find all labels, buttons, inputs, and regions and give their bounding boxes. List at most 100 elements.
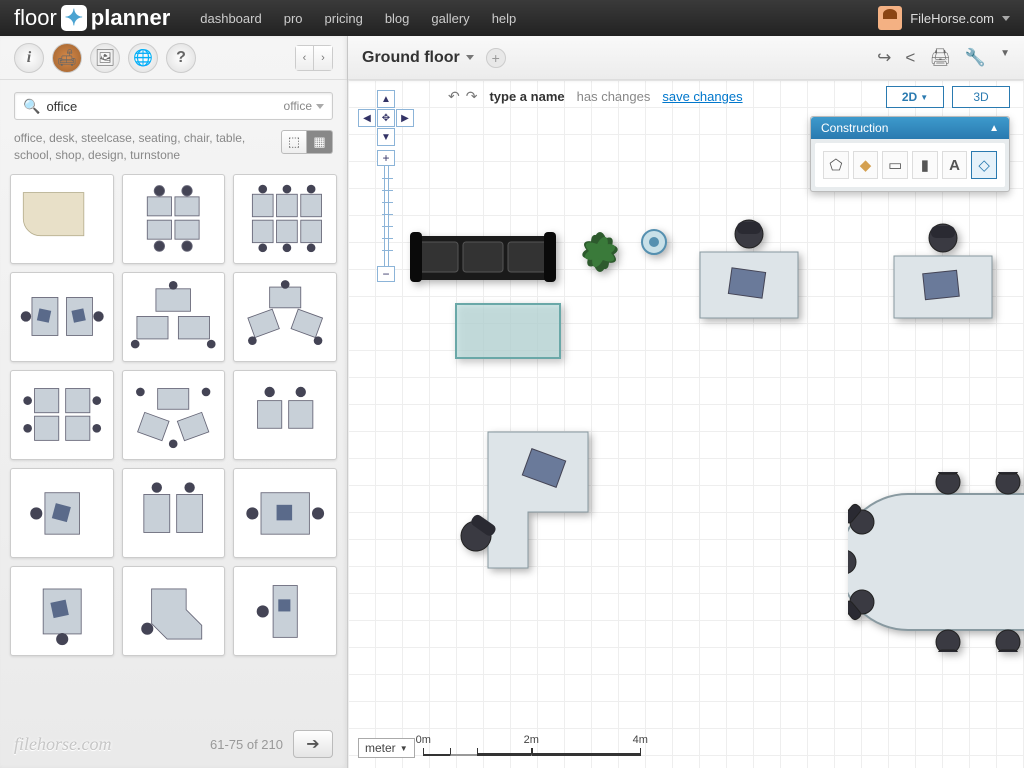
furniture-button[interactable]: 🛋 [52, 43, 82, 73]
nav-gallery[interactable]: gallery [431, 11, 469, 26]
floor-selector[interactable]: Ground floor [362, 49, 474, 67]
avatar-icon [878, 6, 902, 30]
export-icon[interactable]: ↪ [877, 48, 891, 68]
view-3d-button[interactable]: 3D [952, 86, 1010, 108]
pan-right-button[interactable]: ▶ [396, 109, 414, 127]
library-item[interactable] [122, 174, 226, 264]
status-bar: ↶ ↷ type a name has changes save changes [448, 88, 743, 105]
help-button[interactable]: ? [166, 43, 196, 73]
library-item[interactable] [10, 566, 114, 656]
chevron-down-icon [466, 55, 474, 60]
sidebar-collapse: ‹ › [295, 45, 333, 71]
library-item[interactable] [10, 370, 114, 460]
canvas-item-desk[interactable] [448, 426, 598, 579]
scale-ruler: meter ▼ 0m 2m 4m [358, 738, 641, 758]
filter-label: office [284, 99, 312, 113]
construction-title: Construction [821, 121, 888, 135]
info-button[interactable]: i [14, 43, 44, 73]
floor-name-label: Ground floor [362, 49, 460, 67]
save-link[interactable]: save changes [662, 89, 742, 104]
canvas-area: Ground floor + ↪ < 🖨 🔧 ▼ ▲ ◀✥▶ ▼ [348, 36, 1024, 768]
canvas-item-table[interactable] [454, 302, 562, 363]
logo-icon: ✦ [61, 5, 87, 31]
unit-dropdown[interactable]: meter ▼ [358, 738, 415, 758]
door-tool[interactable]: ▮ [912, 151, 938, 179]
pan-down-button[interactable]: ▼ [377, 128, 395, 146]
floor-canvas[interactable]: ▲ ◀✥▶ ▼ + − ↶ ↷ type a name [348, 80, 1024, 768]
photos-button[interactable]: 🖼 [90, 43, 120, 73]
zoom-in-button[interactable]: + [377, 150, 395, 166]
globe-button[interactable]: 🌐 [128, 43, 158, 73]
canvas-item-sofa[interactable] [408, 230, 558, 288]
redo-button[interactable]: ↷ [466, 88, 478, 105]
chevron-right-icon[interactable]: › [314, 46, 332, 70]
surface-tool[interactable]: ◇ [971, 151, 997, 179]
share-icon[interactable]: < [905, 48, 915, 68]
canvas-item-bin[interactable] [640, 228, 668, 259]
library-item[interactable] [233, 468, 337, 558]
ruler-mark: 4m [633, 734, 648, 746]
logo[interactable]: floor ✦ planner [14, 5, 170, 31]
construction-panel: Construction ▲ ⬠ ◆ ▭ ▮ A ◇ [810, 116, 1010, 192]
nav-dashboard[interactable]: dashboard [200, 11, 261, 26]
pan-up-button[interactable]: ▲ [377, 90, 395, 108]
search-box: 🔍 office [14, 92, 333, 120]
library-view-toggle: ⬚ ▦ [281, 130, 333, 154]
library-footer: filehorse.com 61-75 of 210 ➔ [0, 720, 347, 768]
zoom-out-button[interactable]: − [377, 266, 395, 282]
library-item[interactable] [233, 174, 337, 264]
sidebar: i 🛋 🖼 🌐 ? ‹ › 🔍 office office, desk, ste… [0, 36, 348, 768]
nav-blog[interactable]: blog [385, 11, 410, 26]
pan-center-button[interactable]: ✥ [377, 109, 395, 127]
undo-button[interactable]: ↶ [448, 88, 460, 105]
view-3d-button[interactable]: ⬚ [281, 130, 307, 154]
library-item[interactable] [10, 272, 114, 362]
chevron-down-icon [316, 104, 324, 109]
user-menu[interactable]: FileHorse.com [878, 6, 1010, 30]
print-icon[interactable]: 🖨 [929, 48, 951, 68]
next-page-button[interactable]: ➔ [293, 730, 333, 758]
settings-icon[interactable]: 🔧 [965, 48, 986, 68]
nav-help[interactable]: help [492, 11, 517, 26]
library-item[interactable] [233, 272, 337, 362]
sidebar-toolbar: i 🛋 🖼 🌐 ? ‹ › [0, 36, 347, 80]
pan-left-button[interactable]: ◀ [358, 109, 376, 127]
view-grid-button[interactable]: ▦ [307, 130, 333, 154]
search-icon: 🔍 [23, 98, 40, 115]
library-item[interactable] [122, 468, 226, 558]
canvas-item-conference-table[interactable] [848, 472, 1024, 655]
view-2d-button[interactable]: 2D ▼ [886, 86, 944, 108]
construction-header[interactable]: Construction ▲ [811, 117, 1009, 139]
canvas-item-plant[interactable] [570, 218, 630, 289]
view-switch: 2D ▼ 3D [886, 86, 1010, 108]
library-item[interactable] [233, 370, 337, 460]
canvas-item-desk[interactable] [888, 222, 998, 331]
library-item[interactable] [122, 272, 226, 362]
nav-pro[interactable]: pro [284, 11, 303, 26]
search-tags: office, desk, steelcase, seating, chair,… [14, 130, 271, 164]
library-item[interactable] [233, 566, 337, 656]
canvas-header: Ground floor + ↪ < 🖨 🔧 ▼ [348, 36, 1024, 80]
text-tool[interactable]: A [942, 151, 968, 179]
nav-links: dashboard pro pricing blog gallery help [200, 11, 516, 26]
add-floor-button[interactable]: + [486, 48, 506, 68]
chevron-left-icon[interactable]: ‹ [296, 46, 314, 70]
canvas-item-desk[interactable] [694, 218, 804, 331]
library-item[interactable] [122, 566, 226, 656]
search-filter-dropdown[interactable]: office [284, 99, 324, 113]
search-input[interactable] [46, 99, 283, 114]
plan-name-input[interactable]: type a name [489, 89, 564, 104]
wall-tool[interactable]: ▭ [882, 151, 908, 179]
chevron-down-icon[interactable]: ▼ [1000, 48, 1010, 68]
library-item[interactable] [10, 174, 114, 264]
zoom-slider[interactable] [384, 166, 389, 266]
pan-zoom-controls: ▲ ◀✥▶ ▼ + − [358, 90, 414, 282]
room-tool[interactable]: ⬠ [823, 151, 849, 179]
floor-tool[interactable]: ◆ [853, 151, 879, 179]
user-name: FileHorse.com [910, 11, 994, 26]
library-item[interactable] [122, 370, 226, 460]
logo-text-left: floor [14, 5, 57, 31]
furniture-library [0, 174, 347, 720]
library-item[interactable] [10, 468, 114, 558]
nav-pricing[interactable]: pricing [325, 11, 363, 26]
